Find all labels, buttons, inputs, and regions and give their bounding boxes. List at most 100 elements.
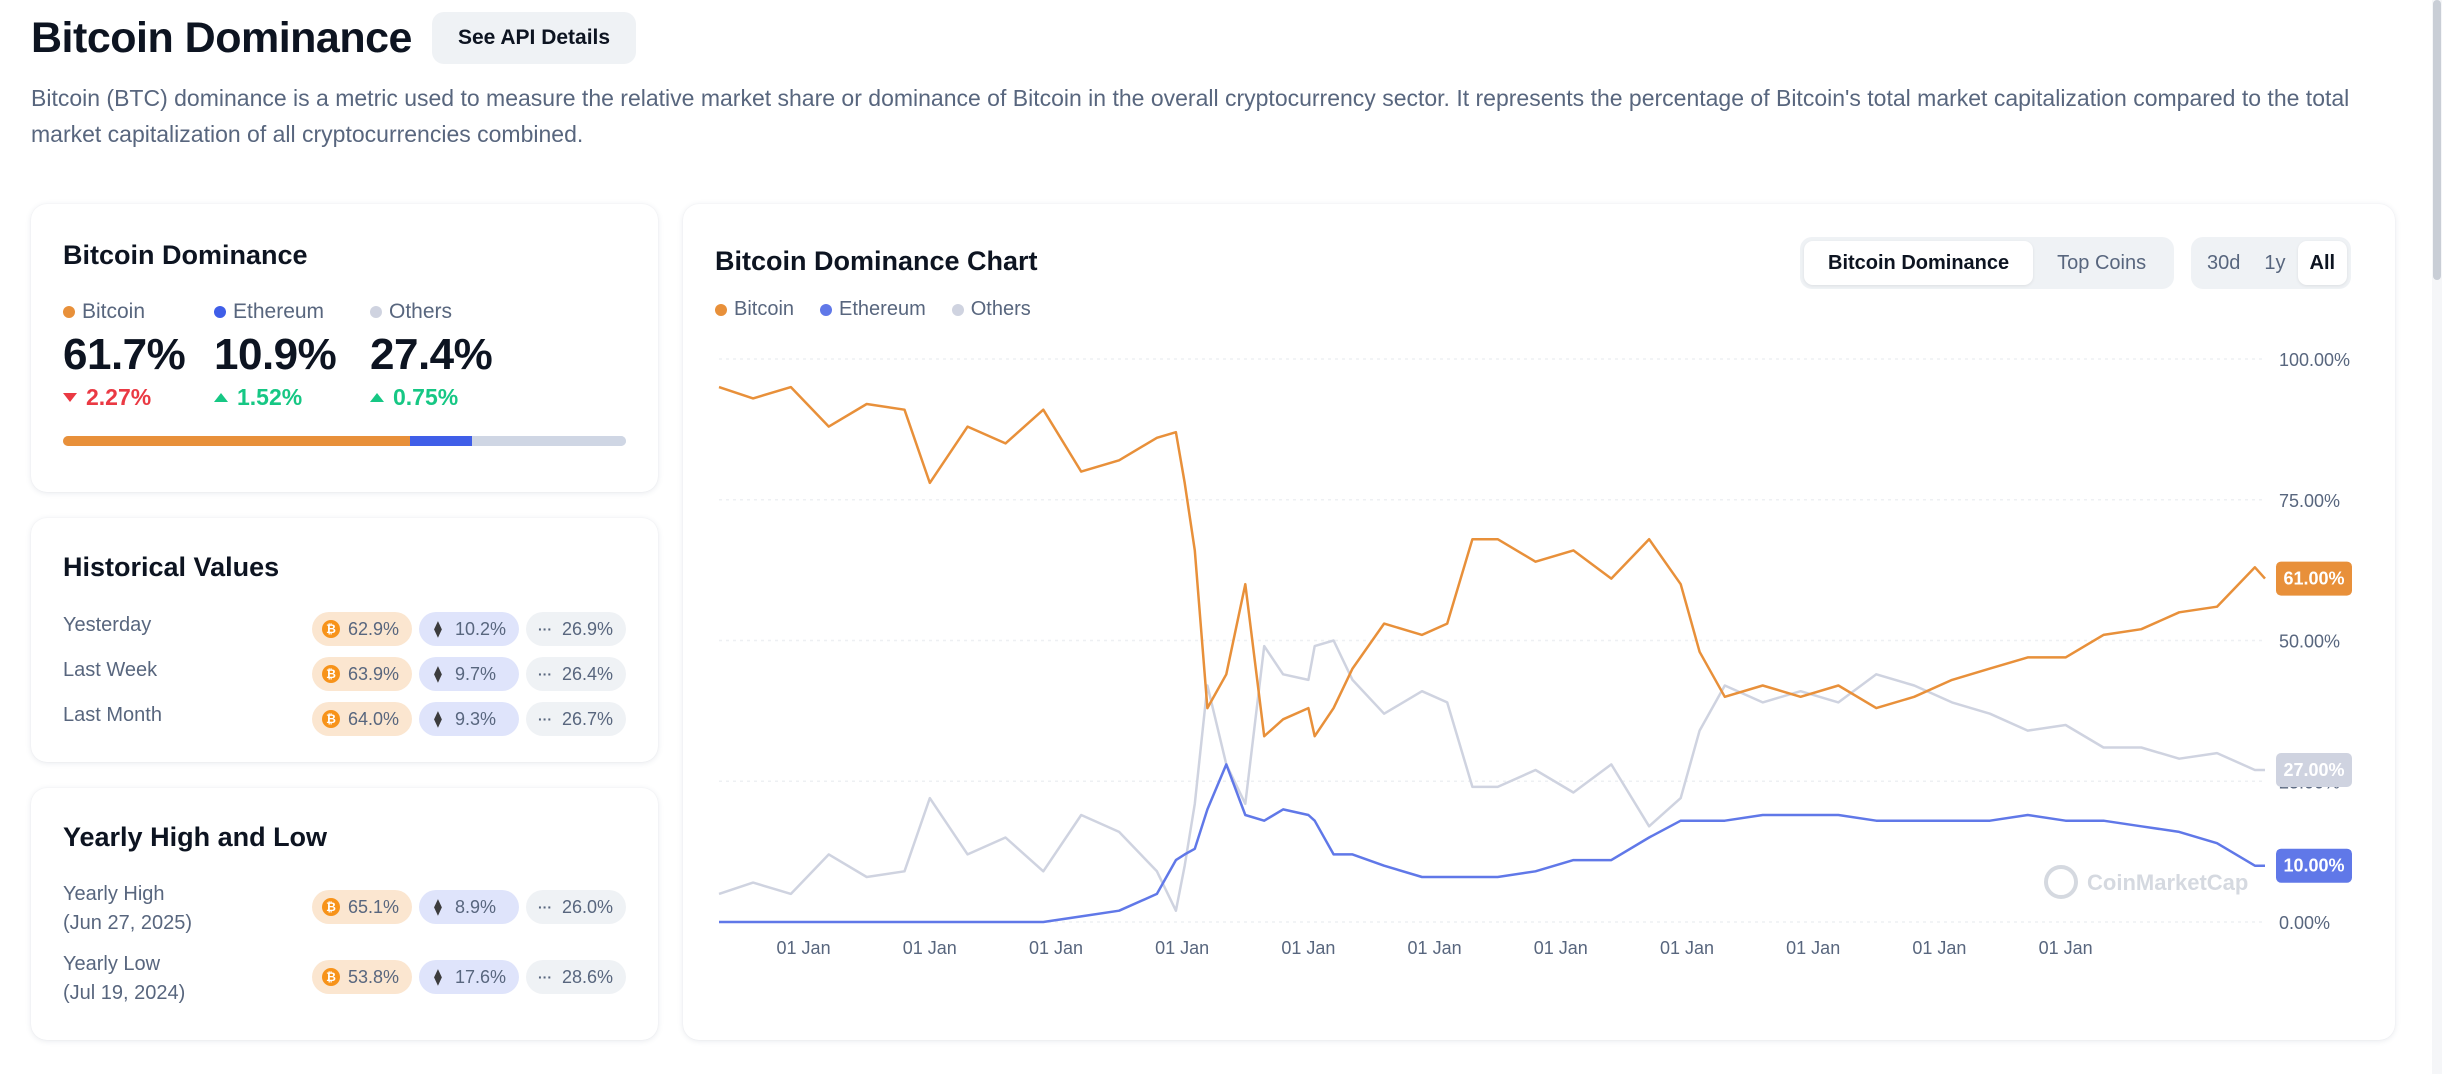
bitcoin-icon: ₿: [322, 710, 340, 728]
x-tick-label: 01 Jan: [777, 938, 831, 958]
legend-item-ethereum[interactable]: Ethereum: [820, 298, 926, 321]
legend-item-bitcoin[interactable]: Bitcoin: [715, 298, 794, 321]
row-label: Last Month: [63, 704, 162, 726]
yearly-high-low-card: Yearly High and Low Yearly High (Jun 27,…: [31, 788, 658, 1040]
others-pill: ··· 26.0%: [526, 890, 626, 924]
metric-ethereum: Ethereum 10.9% 1.52%: [214, 300, 337, 411]
eth-pill: ⧫ 17.6%: [419, 960, 519, 994]
yearly-row-low: Yearly Low (Jul 19, 2024) ₿ 53.8% ⧫ 17.6% …: [63, 950, 626, 1008]
x-tick-label: 01 Jan: [1660, 938, 1714, 958]
bitcoin-legend-dot: [715, 303, 727, 316]
historical-row-last-month: Last Month ₿ 64.0% ⧫ 9.3% ··· 26.7%: [63, 702, 626, 736]
historical-values-card: Historical Values Yesterday ₿ 62.9% ⧫ 10.2…: [31, 518, 658, 762]
page-scrollbar[interactable]: [2432, 0, 2442, 1074]
ethereum-icon: ⧫: [434, 666, 442, 683]
bitcoin-icon: ₿: [322, 898, 340, 916]
tab-bitcoin-dominance[interactable]: Bitcoin Dominance: [1804, 241, 2034, 285]
metric-others-change: 0.75%: [393, 384, 459, 410]
others-pill: ··· 26.9%: [526, 612, 626, 646]
historical-row-last-week: Last Week ₿ 63.9% ⧫ 9.7% ··· 26.4%: [63, 657, 626, 691]
coinmarketcap-watermark: CoinMarketCap: [2044, 865, 2248, 899]
eth-pill: ⧫ 9.7%: [419, 657, 519, 691]
page-description: Bitcoin (BTC) dominance is a metric used…: [31, 85, 2350, 147]
btc-pill: ₿ 64.0%: [312, 702, 412, 736]
btc-pill: ₿ 65.1%: [312, 890, 412, 924]
btc-pill: ₿ 63.9%: [312, 657, 412, 691]
x-tick-label: 01 Jan: [1155, 938, 1209, 958]
series-line-bitcoin: [718, 385, 2266, 738]
range-all[interactable]: All: [2297, 241, 2348, 285]
yearly-card-title: Yearly High and Low: [63, 822, 328, 852]
row-label: Yesterday: [63, 614, 152, 636]
watermark-text: CoinMarketCap: [2087, 870, 2248, 895]
x-tick-label: 01 Jan: [1029, 938, 1083, 958]
others-pill: ··· 26.4%: [526, 657, 626, 691]
range-1y[interactable]: 1y: [2264, 252, 2286, 274]
btc-pill: ₿ 62.9%: [312, 612, 412, 646]
end-value-badge-ethereum: [2276, 848, 2352, 883]
others-pill: ··· 26.7%: [526, 702, 626, 736]
chart-type-toggle: Bitcoin Dominance Top Coins: [1800, 237, 2175, 289]
others-legend-dot: [370, 306, 382, 318]
tab-top-coins[interactable]: Top Coins: [2057, 252, 2147, 274]
ellipsis-icon: ···: [538, 666, 552, 682]
legend-item-others[interactable]: Others: [951, 298, 1031, 321]
others-legend-dot: [951, 303, 964, 316]
eth-pill: ⧫ 10.2%: [419, 612, 519, 646]
metric-bitcoin-change: 2.27%: [86, 384, 152, 410]
end-value-label-ethereum: 10.00%: [2283, 856, 2344, 876]
ethereum-icon: ⧫: [434, 711, 442, 728]
metric-bitcoin: Bitcoin 61.7% 2.27%: [63, 300, 186, 411]
ethereum-icon: ⧫: [434, 621, 442, 638]
dominance-card-title: Bitcoin Dominance: [63, 240, 308, 270]
chart-legend: Bitcoin Ethereum Others: [715, 298, 1031, 321]
ellipsis-icon: ···: [538, 969, 552, 985]
y-tick-label: 0.00%: [2279, 913, 2330, 933]
series-line-others: [718, 639, 2265, 912]
x-tick-label: 01 Jan: [1912, 938, 1966, 958]
btc-pill: ₿ 53.8%: [312, 960, 412, 994]
scrollbar-thumb[interactable]: [2433, 0, 2441, 280]
chart-title: Bitcoin Dominance Chart: [715, 246, 1038, 276]
bitcoin-icon: ₿: [322, 968, 340, 986]
share-bar-bitcoin: [63, 436, 411, 446]
caret-up-icon: [214, 393, 228, 402]
ethereum-legend-dot: [820, 303, 833, 316]
y-tick-label: 75.00%: [2279, 491, 2340, 511]
historical-row-yesterday: Yesterday ₿ 62.9% ⧫ 10.2% ··· 26.9%: [63, 612, 626, 646]
range-30d[interactable]: 30d: [2207, 252, 2241, 274]
y-tick-label: 50.00%: [2279, 632, 2340, 652]
share-bar-others: [471, 436, 626, 446]
x-tick-label: 01 Jan: [1408, 938, 1462, 958]
others-pill: ··· 28.6%: [526, 960, 626, 994]
metric-ethereum-value: 10.9%: [214, 330, 337, 379]
caret-up-icon: [370, 393, 384, 402]
bitcoin-icon: ₿: [322, 665, 340, 683]
metric-bitcoin-label: Bitcoin: [82, 300, 146, 323]
x-tick-label: 01 Jan: [1786, 938, 1840, 958]
ellipsis-icon: ···: [538, 899, 552, 915]
metric-others-label: Others: [389, 300, 453, 323]
row-label: Yearly Low: [63, 953, 161, 975]
row-date: (Jun 27, 2025): [63, 912, 192, 934]
bitcoin-icon: ₿: [322, 620, 340, 638]
ethereum-icon: ⧫: [434, 899, 442, 916]
dominance-share-bar: [63, 436, 626, 446]
metric-ethereum-change: 1.52%: [237, 384, 303, 410]
metric-others: Others 27.4% 0.75%: [370, 300, 493, 411]
dominance-summary-card: Bitcoin Dominance Bitcoin 61.7% 2.27% Et…: [31, 204, 658, 492]
ethereum-legend-dot: [214, 306, 226, 318]
x-tick-label: 01 Jan: [1534, 938, 1588, 958]
x-tick-label: 01 Jan: [903, 938, 957, 958]
ellipsis-icon: ···: [538, 711, 552, 727]
share-bar-ethereum: [410, 436, 472, 446]
yearly-row-high: Yearly High (Jun 27, 2025) ₿ 65.1% ⧫ 8.9% …: [63, 880, 626, 938]
end-value-label-others: 27.00%: [2283, 760, 2344, 780]
metric-bitcoin-value: 61.7%: [63, 330, 186, 379]
see-api-details-button[interactable]: See API Details: [431, 12, 637, 64]
x-tick-label: 01 Jan: [2039, 938, 2093, 958]
end-value-label-bitcoin: 61.00%: [2283, 569, 2344, 589]
metric-ethereum-label: Ethereum: [233, 300, 325, 323]
